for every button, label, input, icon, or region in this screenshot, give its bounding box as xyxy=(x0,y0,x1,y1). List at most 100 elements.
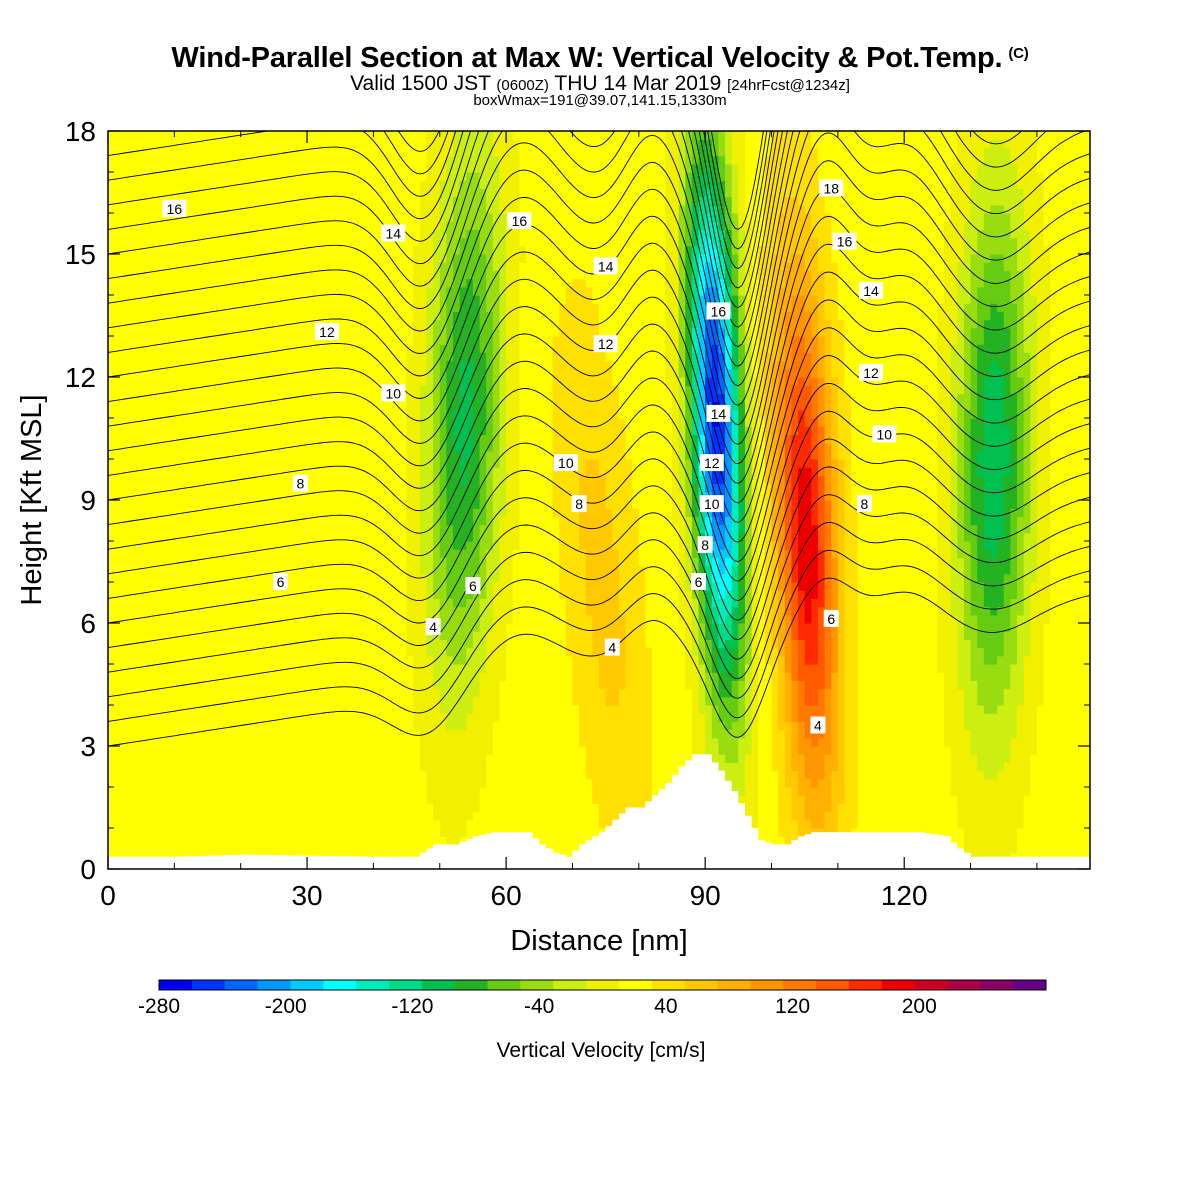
field-cell xyxy=(134,221,142,230)
field-cell xyxy=(393,614,401,624)
field-cell xyxy=(253,409,262,419)
field-cell xyxy=(253,368,262,378)
field-cell xyxy=(260,459,268,468)
field-cell xyxy=(360,516,368,526)
field-cell xyxy=(466,442,474,452)
field-cell xyxy=(260,131,268,140)
field-cell xyxy=(220,278,229,288)
field-cell xyxy=(207,713,215,722)
box-wmax-line: boxWmax=191@39.07,141.15,1330m xyxy=(0,92,1200,109)
field-cell xyxy=(247,163,255,173)
field-cell xyxy=(273,639,282,649)
field-cell xyxy=(393,803,401,813)
field-cell xyxy=(180,672,189,681)
field-cell xyxy=(419,344,428,353)
field-cell xyxy=(161,393,169,403)
field-cell xyxy=(194,393,202,403)
field-cell xyxy=(326,254,335,263)
field-cell xyxy=(214,795,222,804)
field-cell xyxy=(353,163,361,173)
field-cell xyxy=(121,434,129,444)
field-cell xyxy=(340,737,348,747)
field-cell xyxy=(161,311,169,321)
field-cell xyxy=(207,828,215,837)
field-cell xyxy=(161,721,169,731)
field-cell xyxy=(167,163,175,173)
field-cell xyxy=(267,647,275,657)
field-cell xyxy=(333,524,341,534)
field-cell xyxy=(300,459,308,468)
field-cell xyxy=(161,828,169,837)
field-cell xyxy=(426,655,434,665)
field-cell xyxy=(227,393,235,403)
field-cell xyxy=(234,746,242,755)
field-cell xyxy=(300,237,308,247)
field-cell xyxy=(260,516,268,526)
field-cell xyxy=(154,377,162,386)
field-cell xyxy=(326,811,335,821)
field-cell xyxy=(141,377,149,386)
field-cell xyxy=(207,155,215,165)
field-cell xyxy=(114,680,122,690)
field-cell xyxy=(346,344,355,353)
field-cell xyxy=(240,303,248,312)
field-cell xyxy=(413,221,421,230)
field-cell xyxy=(320,377,328,386)
field-cell xyxy=(227,746,235,755)
field-cell xyxy=(346,713,355,722)
field-cell xyxy=(220,647,229,657)
field-cell xyxy=(439,409,447,419)
field-cell xyxy=(320,696,328,706)
field-cell xyxy=(366,426,375,435)
field-cell xyxy=(108,778,116,788)
field-cell xyxy=(300,295,308,304)
field-cell xyxy=(167,770,175,780)
field-cell xyxy=(406,303,414,312)
field-cell xyxy=(326,549,335,558)
field-cell xyxy=(273,762,282,772)
field-cell xyxy=(353,262,361,271)
field-cell xyxy=(333,778,341,788)
field-cell xyxy=(406,680,414,690)
field-cell xyxy=(313,713,321,722)
field-cell xyxy=(253,688,262,698)
field-cell xyxy=(147,368,156,378)
field-cell xyxy=(207,614,215,624)
field-cell xyxy=(293,450,302,460)
field-cell xyxy=(194,475,202,485)
field-cell xyxy=(399,672,408,681)
field-cell xyxy=(214,385,222,394)
field-cell xyxy=(433,516,441,526)
field-cell xyxy=(227,459,235,468)
field-cell xyxy=(247,721,255,731)
field-cell xyxy=(161,516,169,526)
field-cell xyxy=(313,803,321,813)
field-cell xyxy=(459,327,467,337)
field-cell xyxy=(134,327,142,337)
field-cell xyxy=(134,491,142,501)
field-cell xyxy=(194,623,202,632)
field-cell xyxy=(300,664,308,673)
field-cell xyxy=(446,623,454,632)
field-cell xyxy=(121,172,129,181)
field-cell xyxy=(134,418,142,427)
field-cell xyxy=(273,426,282,435)
field-cell xyxy=(161,778,169,788)
field-cell xyxy=(174,180,182,189)
field-cell xyxy=(307,680,315,690)
field-cell xyxy=(214,549,222,558)
field-cell xyxy=(114,188,122,198)
field-cell xyxy=(426,729,434,739)
field-cell xyxy=(346,573,355,583)
field-cell xyxy=(459,819,467,829)
field-cell xyxy=(287,762,295,772)
field-cell xyxy=(253,180,262,189)
field-cell xyxy=(393,795,401,804)
field-cell xyxy=(346,557,355,567)
field-cell xyxy=(426,803,434,813)
field-cell xyxy=(439,377,447,386)
field-cell xyxy=(180,803,189,813)
field-cell xyxy=(346,549,355,558)
field-cell xyxy=(326,409,335,419)
field-cell xyxy=(459,491,467,501)
